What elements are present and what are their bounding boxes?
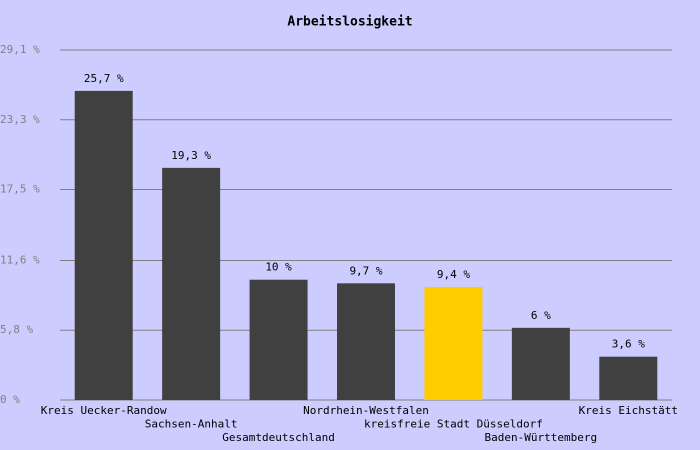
bar	[511, 327, 570, 400]
y-tick-label: 11,6 %	[0, 253, 40, 266]
y-tick-label: 29,1 %	[0, 43, 40, 56]
bar	[599, 356, 658, 400]
chart-title: Arbeitslosigkeit	[287, 15, 412, 30]
value-label: 9,4 %	[437, 268, 470, 281]
bar	[74, 90, 133, 401]
value-label: 6 %	[531, 309, 551, 322]
x-tick-label: Nordrhein-Westfalen	[303, 404, 429, 417]
y-tick-label: 17,5 %	[0, 183, 40, 196]
bar	[337, 283, 395, 400]
value-label: 25,7 %	[84, 72, 124, 85]
value-label: 9,7 %	[349, 264, 382, 277]
bar	[424, 286, 483, 400]
value-label: 19,3 %	[171, 149, 211, 162]
x-tick-label: Baden-Württemberg	[485, 431, 598, 444]
y-tick-label: 23,3 %	[0, 113, 40, 126]
x-tick-label: Sachsen-Anhalt	[145, 418, 238, 431]
x-tick-label: kreisfreie Stadt Düsseldorf	[364, 418, 543, 431]
y-tick-label: 0 %	[0, 393, 20, 406]
value-label: 10 %	[265, 261, 292, 274]
bar	[249, 279, 308, 400]
x-tick-label: Gesamtdeutschland	[222, 431, 335, 444]
value-label: 3,6 %	[612, 338, 645, 351]
x-tick-label: Kreis Uecker-Randow	[41, 404, 167, 417]
x-tick-label: Kreis Eichstätt	[579, 404, 678, 417]
bar	[162, 167, 221, 400]
y-tick-label: 5,8 %	[0, 323, 33, 336]
